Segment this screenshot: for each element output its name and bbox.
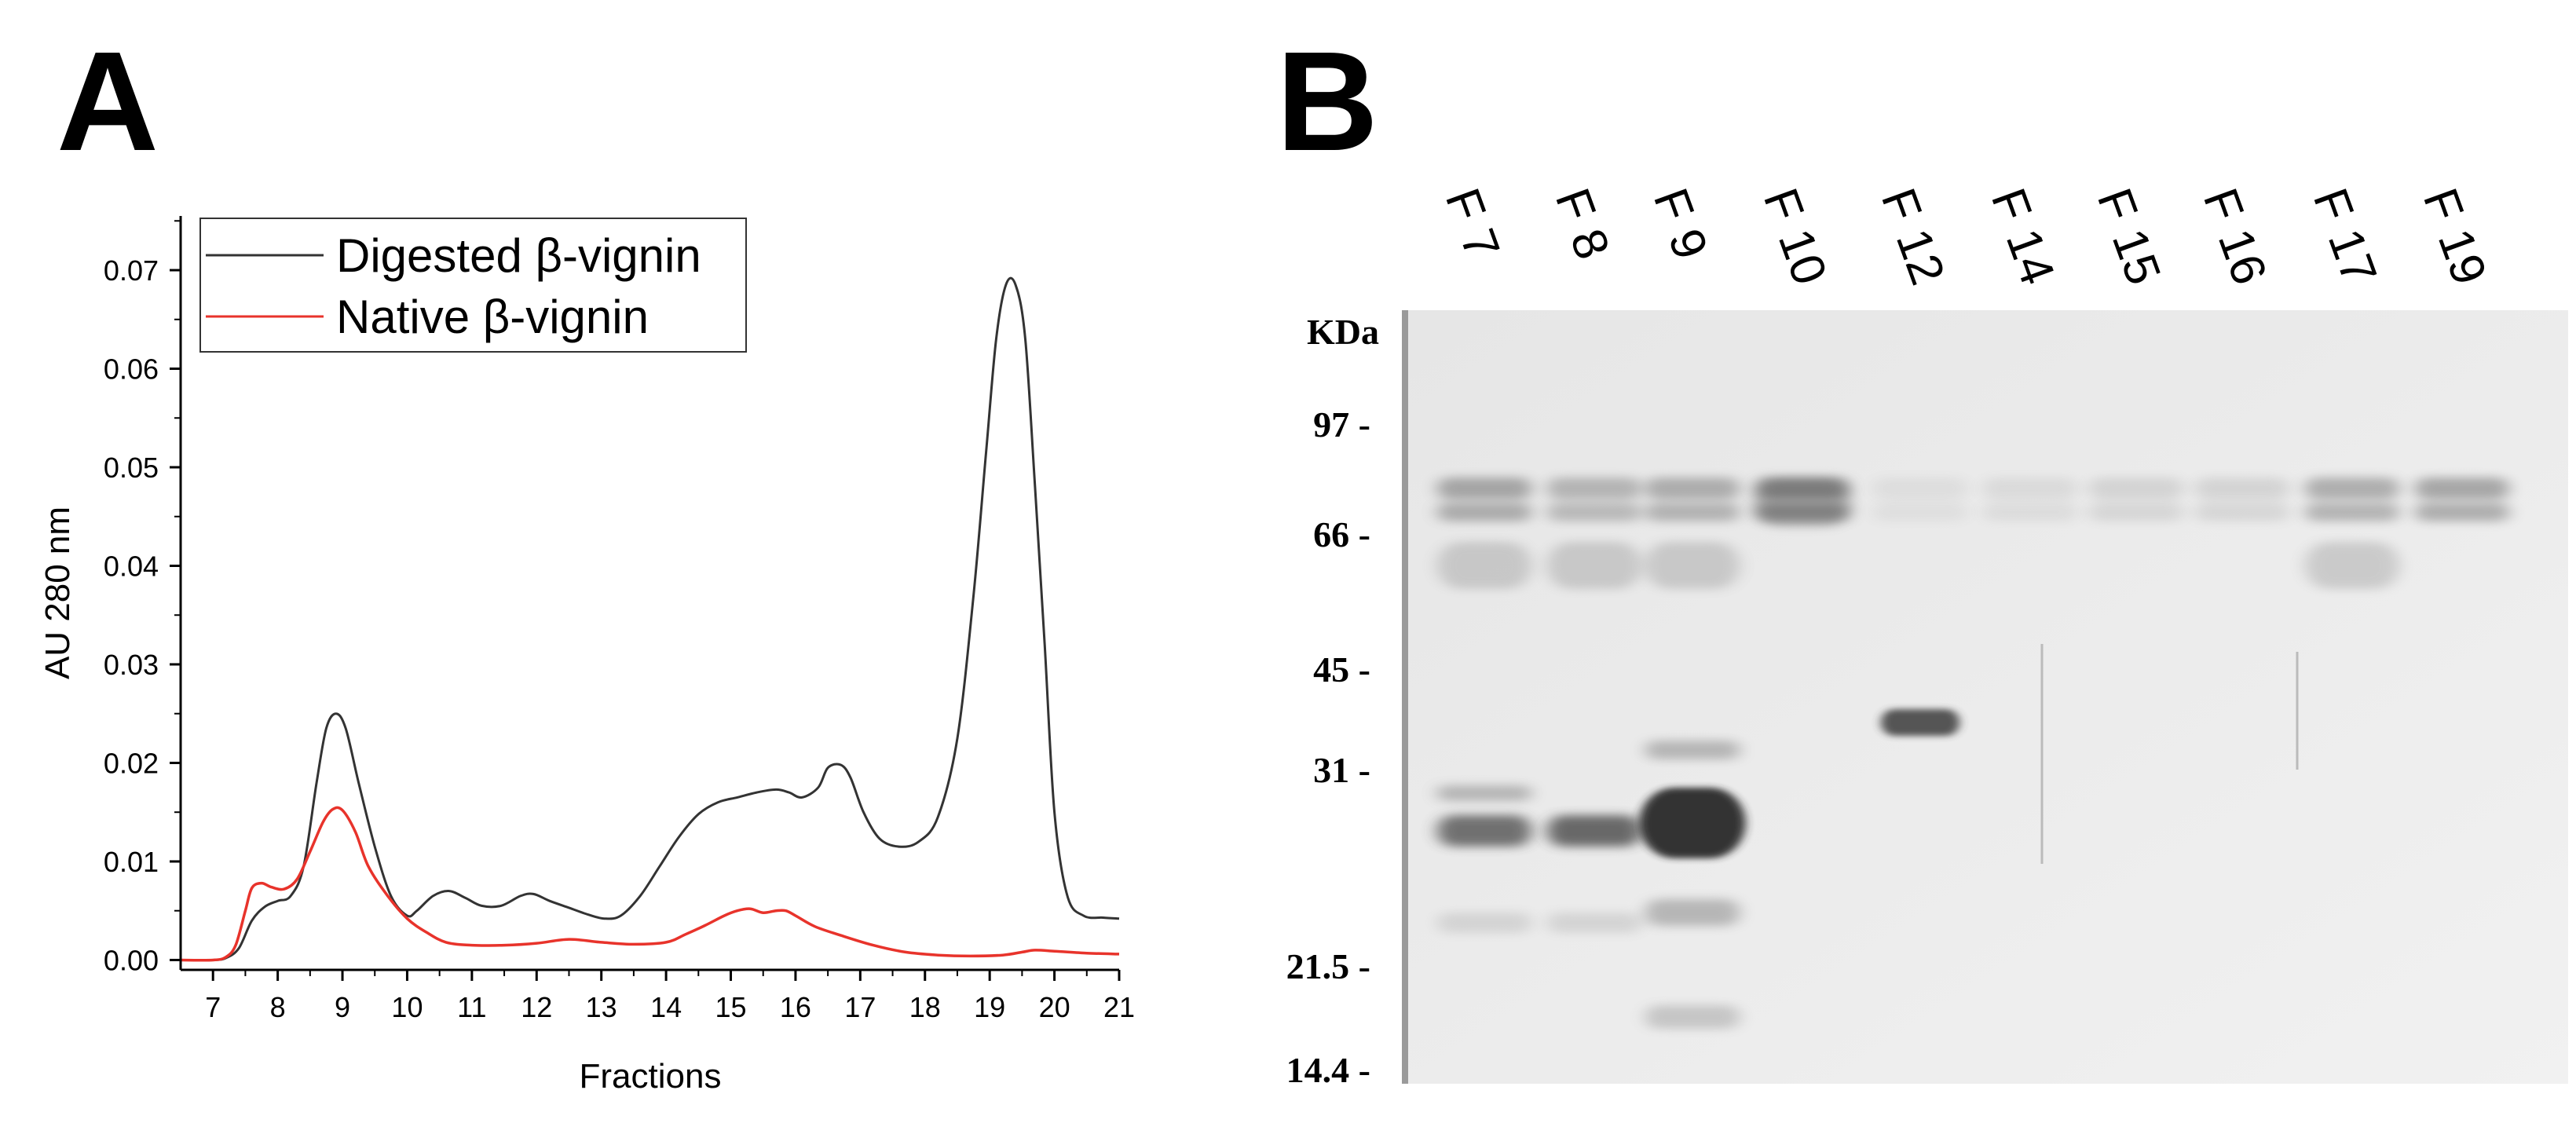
x-tick-label: 9 <box>335 991 350 1023</box>
x-tick-label: 17 <box>844 991 876 1023</box>
lane-label-f7: F 7 <box>1435 181 1509 266</box>
gel-band <box>1547 503 1641 521</box>
y-tick-label: 0.03 <box>104 649 159 681</box>
gel-band <box>1437 815 1531 847</box>
y-tick-label: 0.01 <box>104 846 159 878</box>
x-tick-label: 16 <box>780 991 811 1023</box>
marker-label-66: 66 - <box>1313 514 1370 554</box>
lane-label-f15: F 15 <box>2087 181 2171 291</box>
gel-band <box>1547 815 1641 847</box>
gel-band <box>2415 503 2509 521</box>
chromatogram-chart: 7 8 9 10 11 12 13 14 15 16 17 18 19 20 21 0.00 0.01 0.02… <box>38 216 1135 1096</box>
gel-band <box>1645 477 1740 499</box>
gel-band <box>1645 503 1740 521</box>
gel-band <box>2415 477 2509 499</box>
gel-band <box>1645 1005 1740 1029</box>
legend-label-digested: Digested β-vignin <box>336 229 701 282</box>
gel-band <box>1437 477 1531 499</box>
gel-band <box>1645 542 1740 589</box>
gel-band <box>1437 913 1531 933</box>
gel-background <box>1402 310 2568 1084</box>
gel-band <box>1881 709 1959 736</box>
gel-band <box>2305 542 2399 589</box>
legend-label-native: Native β-vignin <box>336 291 649 343</box>
gel-band <box>1755 479 1850 526</box>
x-tick-label: 19 <box>974 991 1005 1023</box>
gel-band <box>1547 913 1641 933</box>
panel-a-label: A <box>57 23 159 181</box>
marker-label-31: 31 - <box>1313 750 1370 790</box>
gel-band <box>1437 503 1531 521</box>
gel-bands <box>1437 477 2509 1029</box>
x-ticks: 7 8 9 10 11 12 13 14 15 16 17 18 19 20 21 <box>205 970 1135 1023</box>
series-line-digested <box>180 276 1120 962</box>
gel-band <box>1983 477 2077 499</box>
x-tick-label: 21 <box>1103 991 1135 1023</box>
lane-label-f10: F 10 <box>1753 181 1837 291</box>
y-tick-label: 0.06 <box>104 353 159 386</box>
x-tick-label: 13 <box>586 991 617 1023</box>
legend: Digested β-vignin Native β-vignin <box>199 218 747 353</box>
y-tick-label: 0.05 <box>104 452 159 484</box>
lane-label-f12: F 12 <box>1871 181 1955 291</box>
y-tick-label: 0.02 <box>104 747 159 779</box>
y-axis-title: AU 280 nm <box>38 507 77 679</box>
lane-label-f17: F 17 <box>2303 181 2387 291</box>
gel-left-edge <box>1402 310 1408 1084</box>
gel-band <box>1547 477 1641 499</box>
gel-band <box>1437 785 1531 801</box>
x-tick-label: 18 <box>909 991 941 1023</box>
gel-band <box>2195 477 2289 499</box>
marker-label-97: 97 - <box>1313 404 1370 444</box>
gel-band <box>2305 477 2399 499</box>
gel-band <box>2089 503 2183 521</box>
lane-label-f14: F 14 <box>1981 181 2065 291</box>
x-tick-label: 10 <box>391 991 423 1023</box>
lane-labels: F 7 F 8 F 9 F 10 F 12 F 14 F 15 F 16 F 17 F 19 <box>1435 181 2497 291</box>
x-tick-label: 15 <box>715 991 746 1023</box>
series-line-native <box>180 806 1120 962</box>
lane-label-f16: F 16 <box>2193 181 2277 291</box>
x-tick-label: 11 <box>457 991 486 1023</box>
gel-band <box>2195 503 2289 521</box>
x-tick-label: 7 <box>205 991 221 1023</box>
y-tick-label: 0.07 <box>104 254 159 287</box>
molecular-weight-markers: 97 - 66 - 45 - 31 - 21.5 - 14.4 - <box>1286 404 1370 1090</box>
x-axis-title: Fractions <box>580 1057 722 1096</box>
gel-band <box>1873 477 1967 499</box>
x-tick-label: 12 <box>521 991 552 1023</box>
gel-band <box>2089 477 2183 499</box>
x-tick-label: 20 <box>1039 991 1070 1023</box>
legend-box <box>199 218 747 353</box>
y-ticks: 0.00 0.01 0.02 0.03 0.04 0.05 0.06 0.07 <box>104 220 181 976</box>
axes <box>179 216 1119 971</box>
y-tick-label: 0.04 <box>104 550 159 582</box>
x-tick-label: 14 <box>650 991 682 1023</box>
marker-label-14-4: 14.4 - <box>1286 1050 1370 1090</box>
gel-band <box>1645 741 1740 759</box>
lane-label-f8: F 8 <box>1545 181 1619 266</box>
plot-area <box>180 276 1120 962</box>
marker-label-45: 45 - <box>1313 649 1370 690</box>
y-tick-label: 0.00 <box>104 944 159 976</box>
gel-band <box>2305 503 2399 521</box>
lane-label-f19: F 19 <box>2413 181 2497 291</box>
panel-b-label: B <box>1276 23 1378 181</box>
gel-band <box>1983 503 2077 521</box>
gel-band <box>1873 503 1967 521</box>
gel-band <box>1645 899 1740 926</box>
gel-band <box>1437 542 1531 589</box>
x-tick-label: 8 <box>270 991 286 1023</box>
kda-label: KDa <box>1307 312 1379 352</box>
gel-band <box>1547 542 1641 589</box>
lane-label-f9: F 9 <box>1643 181 1718 266</box>
marker-label-21-5: 21.5 - <box>1286 946 1370 986</box>
gel-band <box>1639 788 1746 858</box>
